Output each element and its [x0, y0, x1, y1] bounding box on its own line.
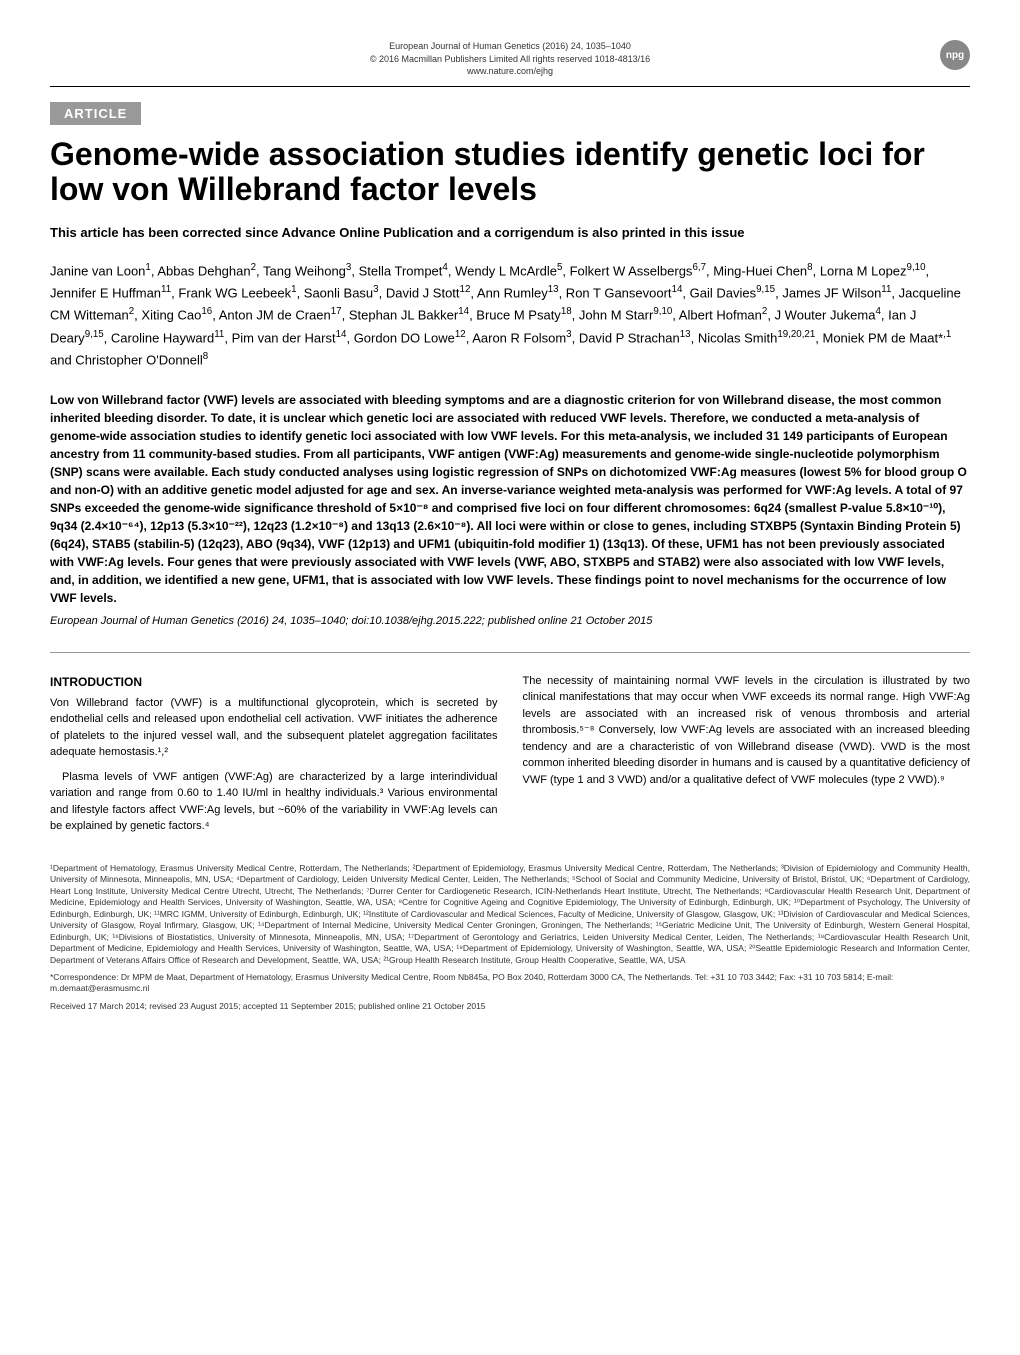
- citation: European Journal of Human Genetics (2016…: [50, 615, 970, 627]
- abstract: Low von Willebrand factor (VWF) levels a…: [50, 391, 970, 607]
- article-title: Genome-wide association studies identify…: [50, 137, 970, 207]
- intro-p2: Plasma levels of VWF antigen (VWF:Ag) ar…: [50, 769, 498, 835]
- intro-heading: INTRODUCTION: [50, 673, 498, 691]
- intro-p3: The necessity of maintaining normal VWF …: [523, 673, 971, 789]
- body-columns: INTRODUCTION Von Willebrand factor (VWF)…: [50, 673, 970, 843]
- column-right: The necessity of maintaining normal VWF …: [523, 673, 971, 843]
- publication-dates: Received 17 March 2014; revised 23 Augus…: [50, 1001, 970, 1011]
- header-rule: [50, 86, 970, 87]
- correction-note: This article has been corrected since Ad…: [50, 225, 970, 240]
- column-left: INTRODUCTION Von Willebrand factor (VWF)…: [50, 673, 498, 843]
- journal-line1: European Journal of Human Genetics (2016…: [357, 40, 664, 53]
- journal-info: European Journal of Human Genetics (2016…: [357, 40, 664, 78]
- section-rule: [50, 652, 970, 653]
- correspondence: *Correspondence: Dr MPM de Maat, Departm…: [50, 972, 970, 995]
- header: European Journal of Human Genetics (2016…: [50, 40, 970, 78]
- journal-url: www.nature.com/ejhg: [357, 65, 664, 78]
- intro-p1: Von Willebrand factor (VWF) is a multifu…: [50, 695, 498, 761]
- article-type-badge: ARTICLE: [50, 102, 141, 125]
- journal-line2: © 2016 Macmillan Publishers Limited All …: [357, 53, 664, 66]
- authors-list: Janine van Loon1, Abbas Dehghan2, Tang W…: [50, 260, 970, 371]
- npg-badge: npg: [940, 40, 970, 70]
- affiliations: ¹Department of Hematology, Erasmus Unive…: [50, 863, 970, 966]
